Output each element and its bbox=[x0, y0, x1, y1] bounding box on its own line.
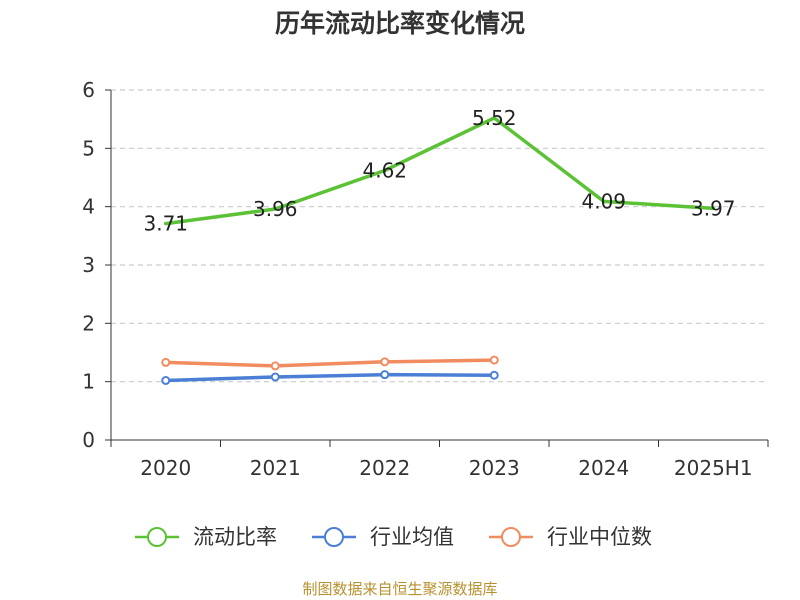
legend-label-0: 流动比率 bbox=[193, 525, 277, 549]
series-line-0 bbox=[164, 116, 715, 226]
x-tick-label-2021: 2021 bbox=[250, 456, 301, 480]
series-2-point-3 bbox=[489, 355, 499, 365]
data-label-2022: 4.62 bbox=[362, 159, 407, 183]
legend-swatch-marker-1 bbox=[324, 527, 344, 547]
y-tick-label-4: 4 bbox=[82, 195, 95, 219]
legend-label-2: 行业中位数 bbox=[547, 525, 652, 549]
x-tick-label-2025H1: 2025H1 bbox=[674, 456, 753, 480]
series-1-point-0 bbox=[161, 376, 171, 385]
series-line-1 bbox=[164, 372, 496, 383]
y-tick-label-5: 5 bbox=[82, 136, 95, 160]
series-2-point-1 bbox=[270, 361, 280, 371]
series-1-point-3 bbox=[489, 370, 499, 380]
legend-item-2: 行业中位数 bbox=[489, 525, 652, 549]
data-label-2024: 4.09 bbox=[581, 189, 626, 213]
y-tick-label-6: 6 bbox=[82, 78, 95, 102]
data-source-note: 制图数据来自恒生聚源数据库 bbox=[302, 580, 498, 598]
y-tick-label-0: 0 bbox=[82, 428, 95, 452]
x-tick-label-2020: 2020 bbox=[140, 456, 191, 480]
legend-swatch-marker-2 bbox=[501, 527, 521, 547]
data-label-2021: 3.96 bbox=[253, 197, 298, 221]
x-tick-label-2022: 2022 bbox=[359, 456, 410, 480]
y-tick-label-2: 2 bbox=[82, 311, 95, 335]
x-tick-label-2023: 2023 bbox=[469, 456, 520, 480]
y-tick-label-1: 1 bbox=[82, 370, 95, 394]
data-label-2025H1: 3.97 bbox=[691, 196, 736, 220]
series-1-point-1 bbox=[270, 372, 280, 382]
y-tick-label-3: 3 bbox=[82, 253, 95, 277]
legend-label-1: 行业均值 bbox=[370, 525, 454, 549]
data-label-2020: 3.71 bbox=[143, 212, 188, 236]
series-2-point-2 bbox=[380, 357, 390, 367]
legend-item-1: 行业均值 bbox=[312, 525, 454, 549]
series-line-2 bbox=[164, 358, 496, 368]
series-2-point-0 bbox=[161, 357, 171, 367]
legend-swatch-marker-0 bbox=[147, 527, 167, 547]
data-label-2023: 5.52 bbox=[472, 106, 517, 130]
legend-item-0: 流动比率 bbox=[135, 525, 277, 549]
x-tick-label-2024: 2024 bbox=[578, 456, 629, 480]
chart-title: 历年流动比率变化情况 bbox=[274, 9, 525, 38]
series-1-point-2 bbox=[380, 370, 390, 380]
